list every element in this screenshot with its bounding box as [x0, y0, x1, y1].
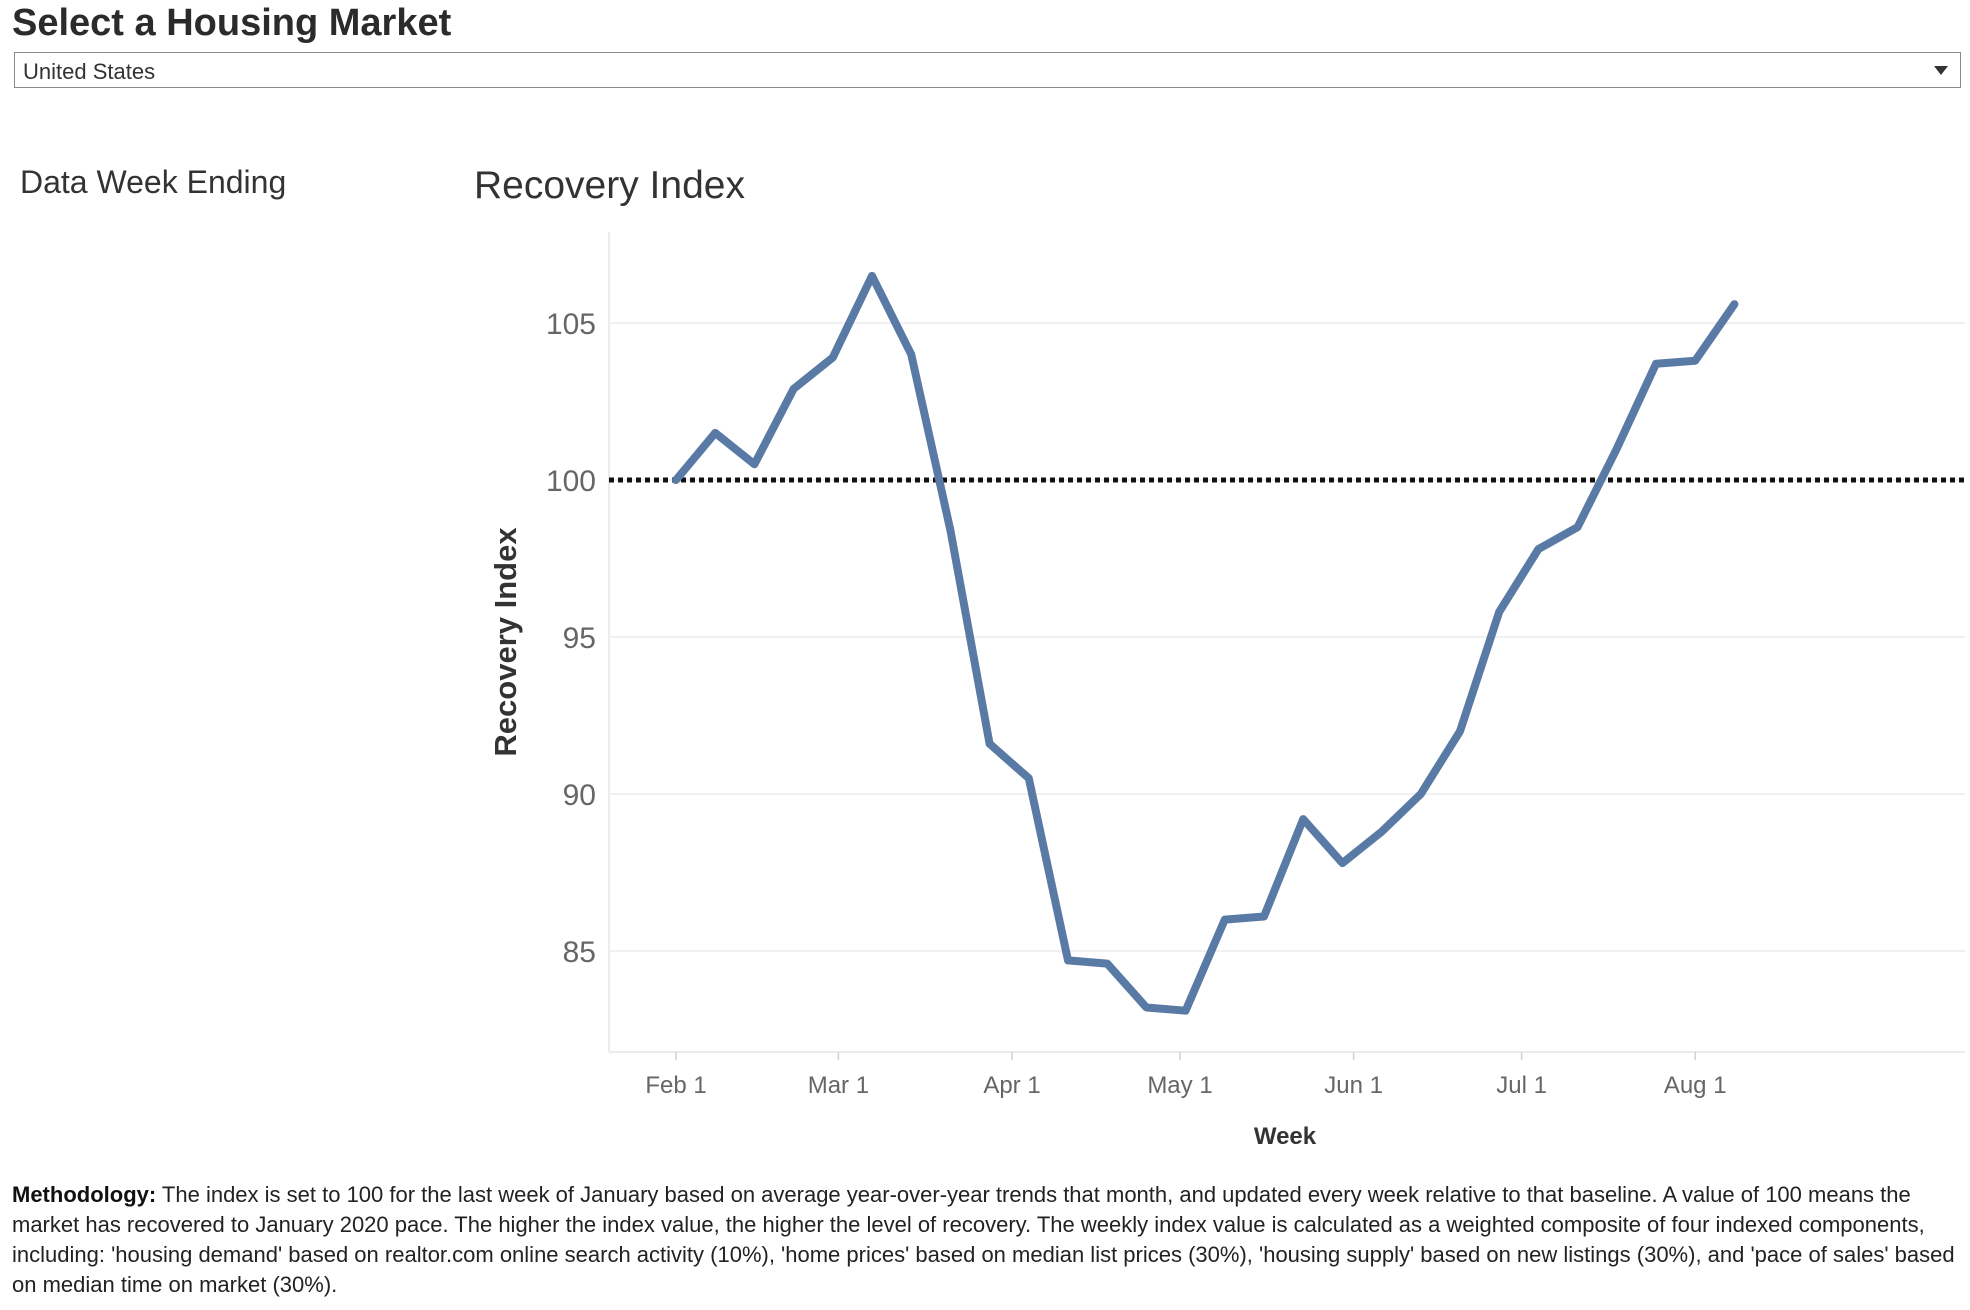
methodology-note: Methodology: The index is set to 100 for…: [12, 1180, 1962, 1300]
x-tick-label: Apr 1: [983, 1072, 1040, 1099]
chart-title: Recovery Index: [474, 164, 745, 207]
recovery-index-chart: 85 90 95 100 105 Feb 1 Mar 1 Apr 1 May 1 Jun 1 Ju…: [488, 232, 1965, 1150]
y-tick-label: 105: [546, 308, 596, 341]
x-axis-label: Week: [1254, 1123, 1317, 1150]
x-tick-label: Jul 1: [1496, 1072, 1547, 1099]
page-title: Select a Housing Market: [12, 2, 452, 44]
chevron-down-icon[interactable]: [1934, 66, 1948, 75]
methodology-label: Methodology:: [12, 1182, 157, 1207]
y-tick-label: 90: [563, 779, 596, 812]
methodology-text: The index is set to 100 for the last wee…: [12, 1182, 1955, 1297]
y-tick-label: 85: [563, 936, 596, 969]
x-tick-label: May 1: [1147, 1072, 1212, 1099]
x-tick-label: Jun 1: [1324, 1072, 1383, 1099]
x-tick-label: Mar 1: [808, 1072, 869, 1099]
x-tick-label: Aug 1: [1664, 1072, 1727, 1099]
y-axis-label: Recovery Index: [488, 527, 523, 757]
series-line: [672, 271, 1739, 1015]
data-week-ending-label: Data Week Ending: [20, 164, 287, 200]
x-tick-label: Feb 1: [645, 1072, 706, 1099]
market-select[interactable]: United States: [14, 52, 1961, 88]
y-tick-label: 100: [546, 465, 596, 498]
y-tick-label: 95: [563, 622, 596, 655]
market-select-value: United States: [23, 59, 156, 84]
